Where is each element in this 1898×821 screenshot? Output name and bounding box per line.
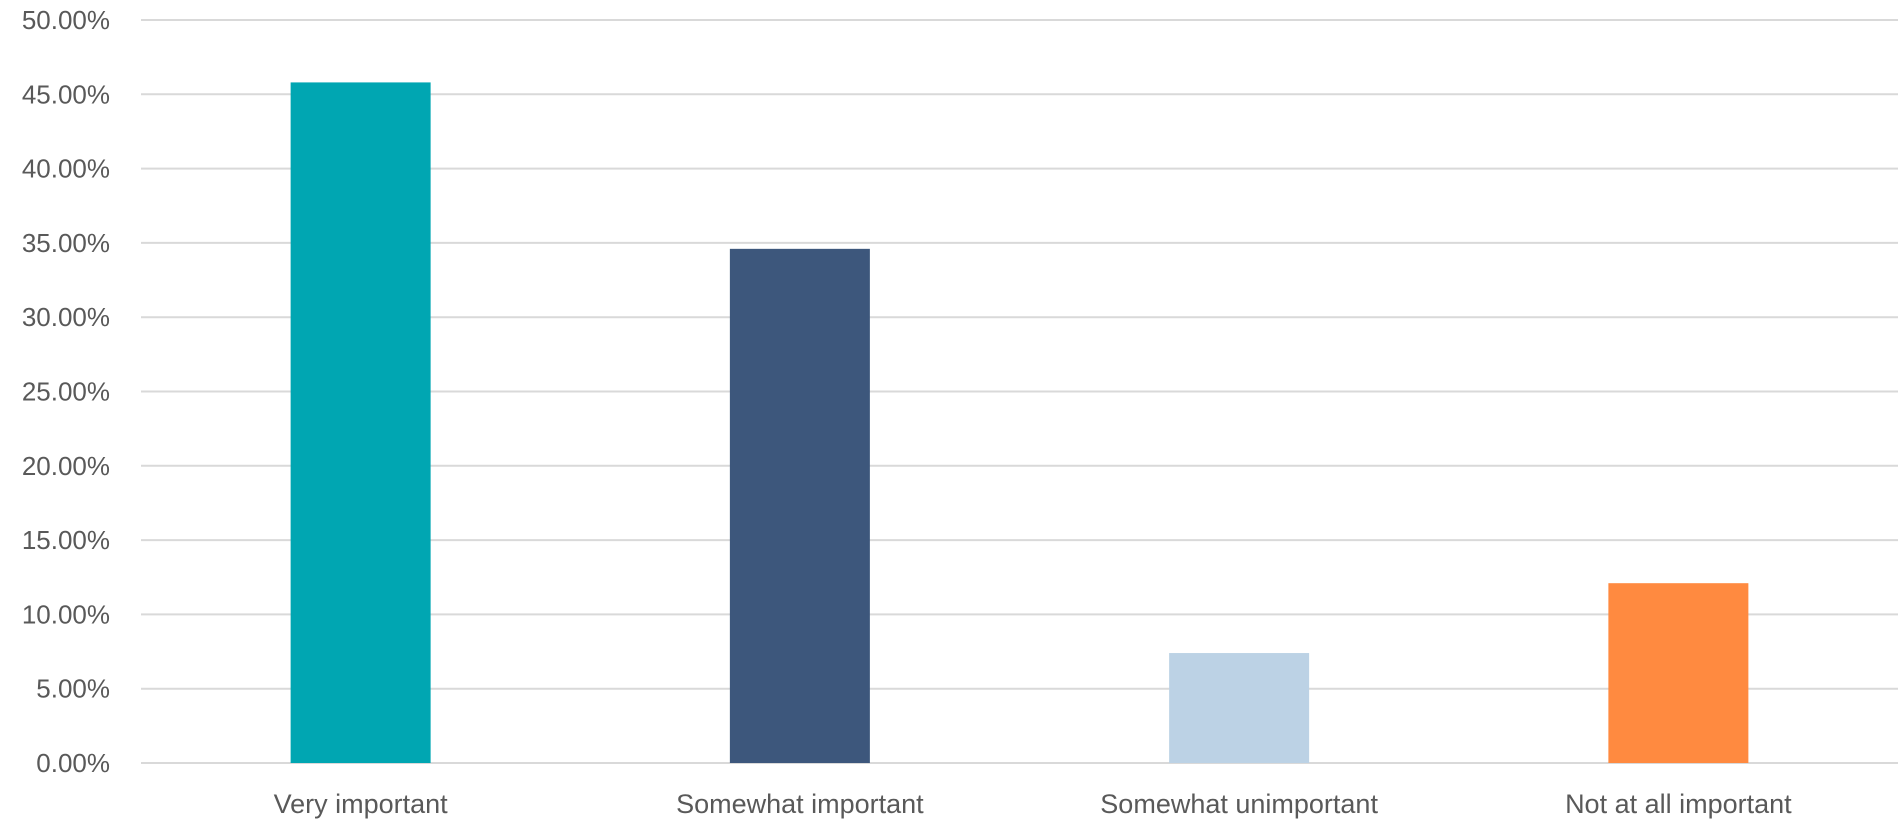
bars: [290, 82, 1749, 764]
bar-somewhat-important: [729, 248, 870, 763]
y-tick-label-2: 10.00%: [22, 599, 110, 629]
x-category-label-3: Not at all important: [1565, 789, 1792, 819]
x-category-label-0: Very important: [274, 789, 449, 819]
y-tick-label-9: 45.00%: [22, 79, 110, 109]
y-tick-label-7: 35.00%: [22, 228, 110, 258]
y-tick-label-4: 20.00%: [22, 451, 110, 481]
bar-somewhat-unimportant: [1169, 653, 1310, 763]
x-axis-category-labels: Very important Somewhat important Somewhat…: [274, 789, 1793, 819]
y-axis-tick-labels: 0.00% 5.00% 10.00% 15.00% 20.00% 25.00% 30.00%…: [22, 5, 110, 778]
y-tick-label-0: 0.00%: [36, 748, 110, 778]
y-tick-label-10: 50.00%: [22, 5, 110, 35]
y-tick-label-1: 5.00%: [36, 674, 110, 704]
y-tick-label-5: 25.00%: [22, 377, 110, 407]
y-tick-label-8: 40.00%: [22, 154, 110, 184]
x-category-label-1: Somewhat important: [676, 789, 924, 819]
bar-very-important: [290, 82, 431, 764]
y-tick-label-3: 15.00%: [22, 525, 110, 555]
x-category-label-2: Somewhat unimportant: [1100, 789, 1378, 819]
bar-not-at-all-important: [1608, 583, 1749, 763]
gridlines: [141, 19, 1898, 764]
y-tick-label-6: 30.00%: [22, 302, 110, 332]
